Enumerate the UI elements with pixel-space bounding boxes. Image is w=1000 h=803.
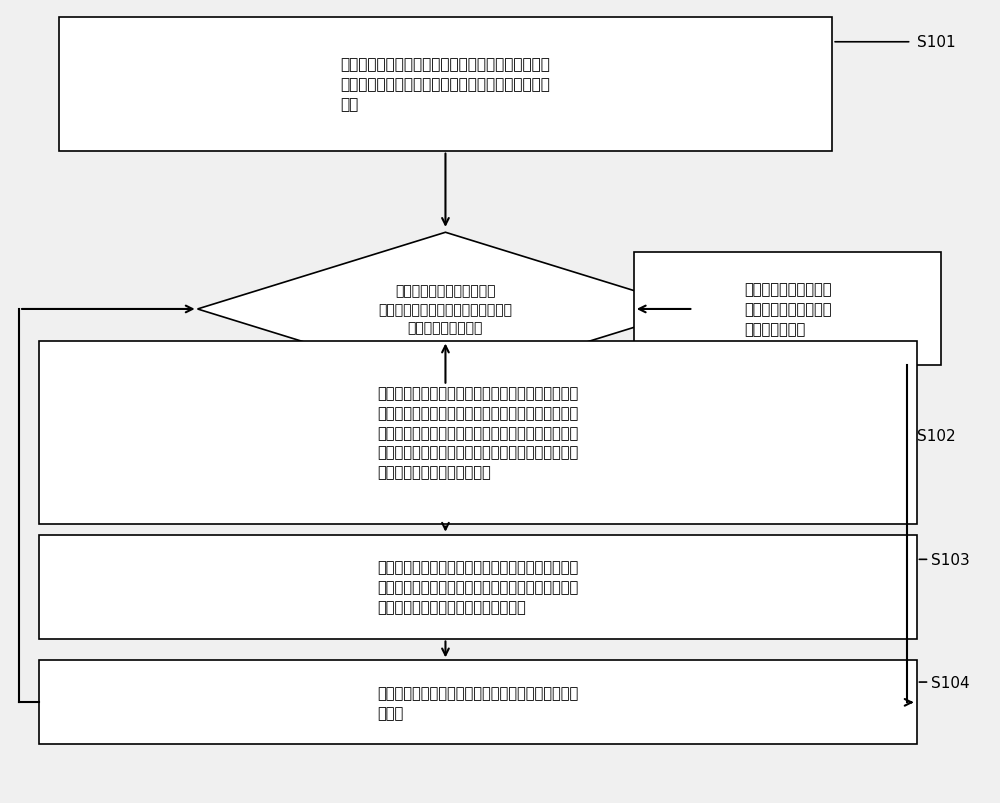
Text: 当地下气化炉内的气压大于设定的地下气化炉最小气
压值，且实际汇水量与气化工艺需水量之间的差值超
过允许的误差范围时，调整地下气化炉内的气压以改
变实际汇水量使实: 当地下气化炉内的气压大于设定的地下气化炉最小气 压值，且实际汇水量与气化工艺需水… — [377, 385, 578, 479]
FancyBboxPatch shape — [39, 341, 917, 524]
Text: 当地下气化炉内的气压
降低至设定的地下气化
炉最小气压值时: 当地下气化炉内的气压 降低至设定的地下气化 炉最小气压值时 — [744, 282, 831, 336]
FancyBboxPatch shape — [39, 535, 917, 638]
FancyBboxPatch shape — [59, 18, 832, 152]
Polygon shape — [198, 233, 693, 386]
Text: S104: S104 — [931, 675, 970, 690]
Text: S101: S101 — [917, 35, 955, 51]
Text: S102: S102 — [917, 428, 955, 443]
FancyBboxPatch shape — [39, 660, 917, 744]
Text: 当气化区域的燃煤量达到该区域煤层储量的一定比例
之后，按照设定的位置距离向后移动注气管从而改变
气化面的位置以进行下一段煤层的气化: 当气化区域的燃煤量达到该区域煤层储量的一定比例 之后，按照设定的位置距离向后移动… — [377, 560, 578, 614]
FancyBboxPatch shape — [634, 252, 941, 366]
Text: 设定气化工艺需水量，设定顶板含水层的水压值，设
定地下气化炉最小气压值，设定地下气化炉的开始气
压值: 设定气化工艺需水量，设定顶板含水层的水压值，设 定地下气化炉最小气压值，设定地下… — [341, 58, 550, 112]
Text: S103: S103 — [931, 552, 970, 567]
Text: 维持地下气化炉内的压力不变，通过进气通道对气化
面注水: 维持地下气化炉内的压力不变，通过进气通道对气化 面注水 — [377, 685, 578, 719]
Text: 监测实际汇水量及地下气化
炉内的气压，并将实际汇水量与气化
工艺需水量进行比较: 监测实际汇水量及地下气化 炉内的气压，并将实际汇水量与气化 工艺需水量进行比较 — [378, 284, 512, 335]
